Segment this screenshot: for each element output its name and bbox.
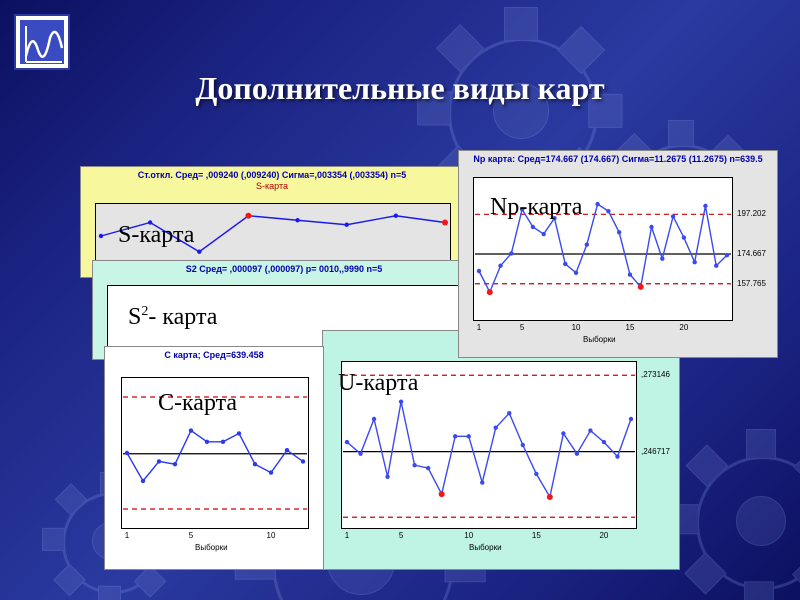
label-c: C-карта — [158, 390, 237, 417]
panel-np-card: Np карта: Сред=174.667 (174.667) Сигма=1… — [458, 150, 778, 358]
panel-header: Ст.откл. Сред= ,009240 (,009240) Сигма=,… — [81, 167, 463, 181]
panel-header: S2 Сред= ,000097 (,000097) p= 0010,,9990… — [93, 261, 475, 275]
label-s: S-карта — [118, 222, 194, 249]
label-u: U-карта — [338, 370, 418, 397]
panel-u-card: U карта; С…15101520Выборки,273146,246717 — [322, 330, 680, 570]
slide-title: Дополнительные виды карт — [0, 70, 800, 107]
logo-icon — [14, 14, 70, 70]
panel-header: C карта; Сред=639.458 — [105, 347, 323, 361]
label-np: Np-карта — [490, 194, 582, 221]
slide-root: Дополнительные виды карт Ст.откл. Сред= … — [0, 0, 800, 600]
panel-subheader: S-карта — [81, 181, 463, 191]
panel-c-card: C карта; Сред=639.4581510Выборки — [104, 346, 324, 570]
x-axis-label: Выборки — [195, 543, 228, 552]
panel-header: Np карта: Сред=174.667 (174.667) Сигма=1… — [459, 151, 777, 165]
x-axis-label: Выборки — [469, 543, 502, 552]
label-s2: S2- карта — [128, 304, 217, 331]
x-axis-label: Выборки — [583, 335, 616, 344]
